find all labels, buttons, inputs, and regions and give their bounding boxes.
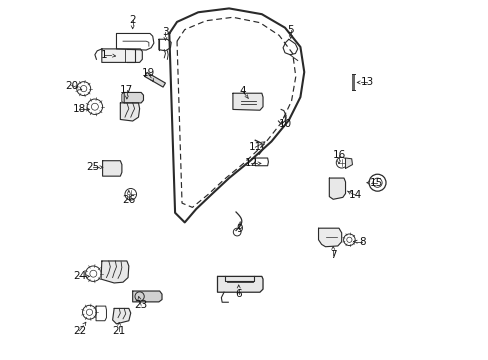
Text: 3: 3	[162, 27, 168, 37]
Text: 10: 10	[278, 120, 291, 130]
Text: 6: 6	[235, 289, 242, 299]
Polygon shape	[120, 103, 140, 121]
Polygon shape	[144, 72, 165, 87]
Polygon shape	[345, 158, 352, 168]
Text: 21: 21	[112, 326, 125, 336]
Text: 2: 2	[129, 15, 136, 25]
Polygon shape	[217, 276, 263, 292]
Text: 11: 11	[248, 142, 262, 152]
Text: 8: 8	[358, 237, 365, 247]
Polygon shape	[102, 161, 122, 176]
Polygon shape	[318, 228, 341, 247]
Text: 9: 9	[236, 224, 243, 234]
Text: 17: 17	[120, 85, 133, 95]
Polygon shape	[132, 291, 162, 302]
Text: 14: 14	[348, 190, 361, 200]
Text: 15: 15	[369, 178, 383, 188]
Text: 7: 7	[329, 250, 336, 260]
Text: 24: 24	[73, 271, 86, 282]
Text: 25: 25	[86, 162, 100, 172]
Text: 16: 16	[332, 150, 345, 160]
Text: 23: 23	[134, 300, 147, 310]
Polygon shape	[124, 93, 143, 103]
Text: 22: 22	[73, 326, 86, 336]
Text: 26: 26	[122, 195, 135, 205]
Polygon shape	[232, 93, 263, 110]
Polygon shape	[102, 49, 142, 62]
Text: 1: 1	[100, 50, 107, 60]
Text: 13: 13	[360, 77, 373, 87]
Polygon shape	[328, 178, 345, 199]
Polygon shape	[101, 261, 128, 283]
Text: 12: 12	[244, 158, 257, 168]
Text: 4: 4	[239, 86, 245, 96]
Text: 19: 19	[141, 68, 154, 78]
Text: 5: 5	[287, 24, 293, 35]
Polygon shape	[112, 309, 130, 324]
Text: 20: 20	[65, 81, 78, 90]
Text: 18: 18	[73, 104, 86, 114]
